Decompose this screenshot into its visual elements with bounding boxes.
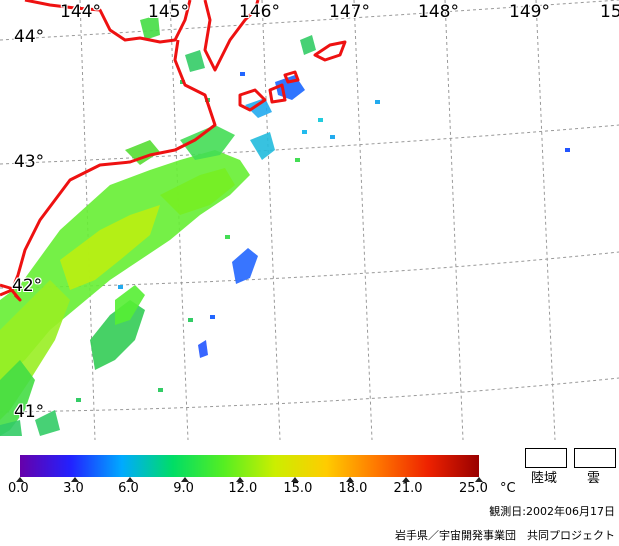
sst-patch — [245, 98, 272, 118]
coastline-segment — [268, 83, 287, 104]
coastline-segment — [283, 70, 300, 84]
colorbar-tick-mark — [401, 477, 410, 482]
sst-pixel — [225, 235, 230, 239]
land-legend-label: 陸域 — [531, 471, 558, 486]
colorbar-tick-label: 3.0 — [63, 481, 84, 496]
cloud-legend-label: 雲 — [587, 471, 601, 486]
colorbar-tick-mark — [71, 477, 80, 482]
colorbar-tick-label: 15.0 — [283, 481, 313, 496]
observation-date: 観測日:2002年06月17日 — [489, 505, 615, 518]
colorbar-tick-label: 9.0 — [173, 481, 194, 496]
coastline-segment — [24, 0, 192, 44]
cloud-legend-swatch — [574, 448, 616, 468]
sst-patch — [0, 360, 35, 436]
coastline-segment — [313, 40, 347, 62]
sst-pixel — [565, 148, 570, 152]
sst-pixel — [240, 72, 245, 76]
latitude-label-43: 43° — [14, 152, 45, 172]
longitude-label-144: 144° — [60, 2, 101, 22]
longitude-label-146: 146° — [239, 2, 280, 22]
sst-patch — [300, 35, 316, 55]
longitude-label-150: 15 — [600, 2, 619, 22]
coastline-segment — [0, 39, 217, 297]
colorbar-tick-mark — [346, 477, 355, 482]
coastline-segment — [0, 283, 22, 302]
land-legend-swatch — [525, 448, 567, 468]
colorbar-tick-mark — [16, 477, 24, 482]
meridian-line — [169, 0, 189, 440]
meridian-line — [444, 0, 464, 440]
sst-pixel — [375, 100, 380, 104]
meridian-line — [79, 0, 96, 440]
sst-pixel — [295, 158, 300, 162]
coastline-segment — [238, 88, 267, 112]
meridian-line — [353, 0, 373, 440]
longitude-label-147: 147° — [329, 2, 370, 22]
meridian-line — [535, 0, 556, 440]
temperature-colorbar — [20, 455, 479, 477]
sst-patch — [35, 410, 60, 436]
colorbar-tick-mark — [181, 477, 190, 482]
sst-patch — [0, 420, 22, 436]
sst-patch — [250, 132, 275, 160]
sst-pixel — [188, 318, 193, 322]
sea-surface-temperature-map — [0, 0, 619, 440]
sst-patch — [115, 285, 145, 325]
sst-pixel — [76, 398, 81, 402]
colorbar-tick-mark — [475, 477, 483, 482]
sst-pixel — [210, 315, 215, 319]
longitude-label-145: 145° — [148, 2, 189, 22]
sst-pixel — [330, 135, 335, 139]
sst-patch — [140, 15, 160, 40]
colorbar-tick-label: 18.0 — [338, 481, 368, 496]
latitude-label-44: 44° — [14, 27, 45, 47]
longitude-label-148: 148° — [418, 2, 459, 22]
sst-patch — [198, 340, 208, 358]
sst-patch — [125, 140, 160, 165]
coastline — [0, 0, 347, 302]
credit-line: 岩手県／宇宙開発事業団 共同プロジェクト — [395, 529, 615, 542]
temperature-unit: °C — [500, 481, 516, 496]
colorbar-tick-label: 12.0 — [228, 481, 258, 496]
colorbar-tick-label: 0.0 — [8, 481, 29, 496]
parallel-line — [0, 377, 619, 413]
parallel-line — [0, 0, 619, 41]
colorbar-tick-label: 25.0 — [459, 481, 488, 496]
sst-patch — [185, 50, 205, 72]
sst-patches — [0, 15, 570, 436]
latitude-label-42: 42° — [12, 276, 43, 296]
colorbar-tick-mark — [236, 477, 245, 482]
colorbar-tick-mark — [291, 477, 300, 482]
colorbar-tick-label: 6.0 — [118, 481, 139, 496]
latitude-label-41: 41° — [14, 402, 45, 422]
sst-patch — [180, 125, 235, 160]
meridian-line — [261, 0, 281, 440]
sst-pixel — [118, 285, 123, 289]
sst-pixel — [318, 118, 323, 122]
coastline-segment — [203, 0, 260, 72]
sst-patch — [160, 168, 235, 215]
parallel-line — [0, 124, 619, 165]
sst-pixel — [302, 130, 307, 134]
sst-patch — [60, 205, 160, 290]
colorbar-tick-mark — [126, 477, 135, 482]
sst-pixel — [158, 388, 163, 392]
sst-patch — [232, 248, 258, 284]
colorbar-tick-label: 21.0 — [393, 481, 423, 496]
longitude-label-149: 149° — [509, 2, 550, 22]
